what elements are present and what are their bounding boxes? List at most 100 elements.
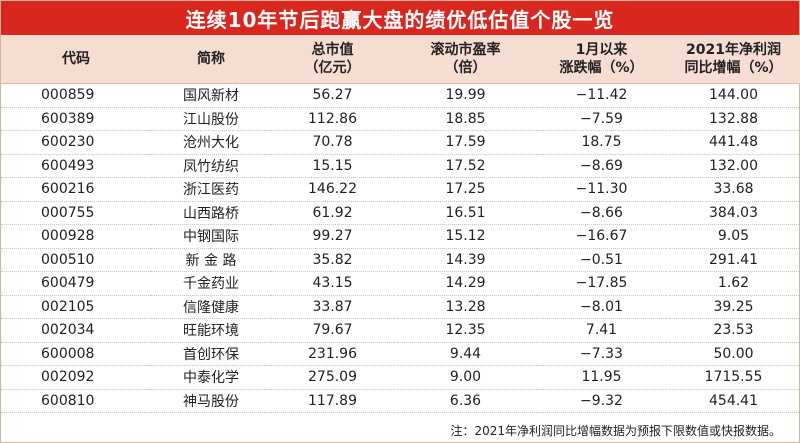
cell-profit-growth: 1.62: [666, 271, 800, 296]
cell-change: −7.59: [537, 107, 666, 131]
table-row: 002105 信隆健康 33.87 13.28 −8.01 39.25: [1, 295, 800, 319]
cell-change: −8.01: [537, 295, 666, 319]
cell-profit-growth: 291.41: [666, 248, 800, 272]
header-row: 代码 简称 总市值 （亿元） 滚动市盈率 （倍） 1月以来 涨跌幅（%） 202…: [1, 35, 800, 84]
cell-pe: 17.59: [394, 130, 537, 155]
cell-profit-growth: 50.00: [666, 342, 800, 366]
cell-code: 600810: [1, 389, 151, 413]
cell-code: 600216: [1, 177, 151, 202]
table-row: 002034 旺能环境 79.67 12.35 7.41 23.53: [1, 318, 800, 343]
cell-change: −9.32: [537, 389, 666, 413]
cell-pe: 9.44: [394, 342, 537, 366]
cell-profit-growth: 454.41: [666, 389, 800, 413]
cell-profit-growth: 39.25: [666, 295, 800, 319]
cell-name: 中钢国际: [151, 224, 271, 249]
cell-profit-growth: 132.00: [666, 154, 800, 178]
header-market-cap: 总市值 （亿元）: [271, 35, 394, 84]
stock-table: 代码 简称 总市值 （亿元） 滚动市盈率 （倍） 1月以来 涨跌幅（%） 202…: [1, 35, 800, 413]
cell-pe: 16.51: [394, 201, 537, 225]
cell-change: 18.75: [537, 130, 666, 155]
cell-change: −11.42: [537, 83, 666, 108]
cell-name: 信隆健康: [151, 295, 271, 319]
cell-code: 600008: [1, 342, 151, 366]
header-change: 1月以来 涨跌幅（%）: [537, 35, 666, 84]
cell-change: −16.67: [537, 224, 666, 249]
table-row: 000755 山西路桥 61.92 16.51 −8.66 384.03: [1, 201, 800, 225]
cell-change: −17.85: [537, 271, 666, 296]
cell-profit-growth: 1715.55: [666, 365, 800, 390]
table-row: 000859 国风新材 56.27 19.99 −11.42 144.00: [1, 83, 800, 108]
cell-code: 002034: [1, 318, 151, 343]
cell-change: −0.51: [537, 248, 666, 272]
header-name: 简称: [151, 35, 271, 84]
cell-pe: 17.52: [394, 154, 537, 178]
cell-code: 002105: [1, 295, 151, 319]
cell-name: 千金药业: [151, 271, 271, 296]
cell-pe: 18.85: [394, 107, 537, 131]
header-profit-growth: 2021年净利润 同比增幅（%）: [666, 35, 800, 84]
header-change-line2: 涨跌幅（%）: [559, 60, 644, 76]
cell-market-cap: 35.82: [271, 248, 394, 272]
cell-market-cap: 70.78: [271, 130, 394, 155]
header-change-line1: 1月以来: [575, 42, 628, 58]
table-row: 600389 江山股份 112.86 18.85 −7.59 132.88: [1, 107, 800, 131]
header-code: 代码: [1, 35, 151, 84]
cell-name: 中泰化学: [151, 365, 271, 390]
cell-market-cap: 146.22: [271, 177, 394, 202]
table-body: 000859 国风新材 56.27 19.99 −11.42 144.00 600389 江山…: [1, 83, 800, 413]
cell-name: 新 金 路: [151, 248, 271, 272]
cell-pe: 13.28: [394, 295, 537, 319]
table-row: 000928 中钢国际 99.27 15.12 −16.67 9.05: [1, 224, 800, 249]
cell-change: −11.30: [537, 177, 666, 202]
cell-profit-growth: 384.03: [666, 201, 800, 225]
cell-profit-growth: 33.68: [666, 177, 800, 202]
cell-pe: 9.00: [394, 365, 537, 390]
cell-name: 浙江医药: [151, 177, 271, 202]
footnote: 注：2021年净利润同比增幅数据为预报下限数值或快报数据。: [450, 424, 781, 438]
cell-market-cap: 15.15: [271, 154, 394, 178]
cell-name: 国风新材: [151, 83, 271, 108]
cell-market-cap: 99.27: [271, 224, 394, 249]
header-name-line1: 简称: [197, 51, 225, 67]
cell-pe: 15.12: [394, 224, 537, 249]
cell-name: 凤竹纺织: [151, 154, 271, 178]
cell-pe: 12.35: [394, 318, 537, 343]
table-row: 600810 神马股份 117.89 6.36 −9.32 454.41: [1, 389, 800, 413]
cell-pe: 14.39: [394, 248, 537, 272]
cell-code: 002092: [1, 365, 151, 390]
cell-code: 000510: [1, 248, 151, 272]
header-market-cap-line2: （亿元）: [304, 60, 361, 76]
table-row: 600479 千金药业 43.15 14.29 −17.85 1.62: [1, 271, 800, 296]
cell-market-cap: 56.27: [271, 83, 394, 108]
table-header: 代码 简称 总市值 （亿元） 滚动市盈率 （倍） 1月以来 涨跌幅（%） 202…: [1, 35, 800, 84]
header-pe: 滚动市盈率 （倍）: [394, 35, 537, 84]
cell-profit-growth: 9.05: [666, 224, 800, 249]
cell-market-cap: 61.92: [271, 201, 394, 225]
cell-pe: 17.25: [394, 177, 537, 202]
cell-name: 旺能环境: [151, 318, 271, 343]
header-market-cap-line1: 总市值: [311, 42, 354, 58]
table-row: 002092 中泰化学 275.09 9.00 11.95 1715.55: [1, 365, 800, 390]
cell-name: 神马股份: [151, 389, 271, 413]
cell-profit-growth: 441.48: [666, 130, 800, 155]
cell-market-cap: 79.67: [271, 318, 394, 343]
cell-code: 000755: [1, 201, 151, 225]
header-profit-growth-line2: 同比增幅（%）: [684, 60, 783, 76]
cell-name: 山西路桥: [151, 201, 271, 225]
cell-change: 7.41: [537, 318, 666, 343]
cell-pe: 6.36: [394, 389, 537, 413]
table-row: 000510 新 金 路 35.82 14.39 −0.51 291.41: [1, 248, 800, 272]
cell-market-cap: 231.96: [271, 342, 394, 366]
header-profit-growth-line1: 2021年净利润: [686, 42, 781, 58]
cell-change: −8.66: [537, 201, 666, 225]
table-title: 连续10年节后跑赢大盘的绩优低估值个股一览: [1, 1, 799, 35]
cell-profit-growth: 144.00: [666, 83, 800, 108]
cell-market-cap: 33.87: [271, 295, 394, 319]
cell-market-cap: 43.15: [271, 271, 394, 296]
cell-change: −8.69: [537, 154, 666, 178]
cell-pe: 14.29: [394, 271, 537, 296]
cell-name: 沧州大化: [151, 130, 271, 155]
header-pe-line2: （倍）: [444, 60, 487, 76]
table-row: 600216 浙江医药 146.22 17.25 −11.30 33.68: [1, 177, 800, 202]
